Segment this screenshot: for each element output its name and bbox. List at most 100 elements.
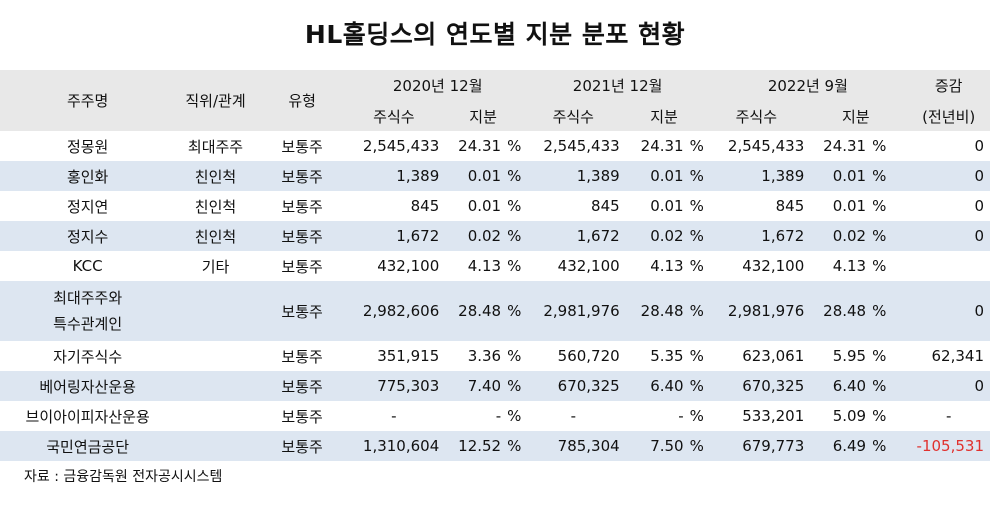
stake-2022: 0.01 <box>832 197 867 215</box>
relation <box>175 281 256 341</box>
holder-name: 정몽원 <box>66 137 109 156</box>
stock-type: 보통주 <box>255 221 349 251</box>
stake-2022: 0.01 <box>804 161 867 191</box>
relation <box>175 371 256 401</box>
percent-unit: % <box>689 407 704 425</box>
shares-2020: 1,672 <box>348 221 440 251</box>
header-change-sub: (전년비) <box>907 101 990 131</box>
table-row: 자기주식수 보통주 351,915 3.36 % 560,720 5.35 % … <box>0 341 990 371</box>
stake-2021: 0.01 <box>650 197 684 215</box>
shares-2021: 432,100 <box>557 257 620 275</box>
shares-2022: 623,061 <box>742 347 805 365</box>
shares-2022: 845 <box>775 197 805 215</box>
header-stake: 지분 <box>804 101 908 131</box>
shares-2022: 670,325 <box>708 371 805 401</box>
stake-2020: 3.36 <box>467 347 502 365</box>
holder-name: 홍인화 <box>0 161 176 191</box>
shares-2020: 1,389 <box>348 161 440 191</box>
holder-name: 국민연금공단 <box>0 431 176 461</box>
shares-2022: 2,545,433 <box>727 137 805 155</box>
stake-2020: 0.02 <box>439 221 502 251</box>
shares-2022: 2,981,976 <box>708 281 805 341</box>
shares-2021: 1,389 <box>526 161 620 191</box>
change-value <box>907 251 990 281</box>
percent-unit: % <box>866 221 908 251</box>
stake-2022: 4.13 <box>832 257 867 275</box>
shares-2022: 432,100 <box>742 257 805 275</box>
shares-2021: 1,672 <box>526 221 620 251</box>
percent-unit: % <box>866 371 908 401</box>
holder-name: 자기주식수 <box>53 347 123 366</box>
shares-2022: 1,672 <box>708 221 805 251</box>
change-value: 0 <box>907 221 990 251</box>
stake-2022: 5.95 <box>832 347 867 365</box>
holder-name: 베어링자산운용 <box>0 371 176 401</box>
shares-2021: 845 <box>591 197 620 215</box>
percent-unit: % <box>866 431 908 461</box>
percent-unit: % <box>866 281 908 341</box>
page-title: HL홀딩스의 연도별 지분 분포 현황 <box>304 20 686 49</box>
relation: 친인척 <box>175 161 256 191</box>
header-period-2020: 2020년 12월 <box>348 70 527 101</box>
stake-2022: 5.09 <box>832 407 867 425</box>
percent-unit: % <box>689 197 704 215</box>
percent-unit: % <box>689 137 704 155</box>
shares-2021: 785,304 <box>526 431 620 461</box>
percent-unit: % <box>507 197 522 215</box>
stake-2021: 24.31 <box>640 137 684 155</box>
stock-type: 보통주 <box>281 197 323 216</box>
header-stake: 지분 <box>439 101 527 131</box>
shares-2020: - <box>391 407 397 425</box>
stake-2022: 24.31 <box>823 137 867 155</box>
relation: 친인척 <box>194 197 237 216</box>
relation: 기타 <box>201 257 230 276</box>
header-relation: 직위/관계 <box>175 70 256 131</box>
percent-unit: % <box>689 257 704 275</box>
holder-name: 브이아이피자산운용 <box>25 407 150 426</box>
percent-unit: % <box>501 161 527 191</box>
stake-2022: 0.02 <box>804 221 867 251</box>
stake-2020: 4.13 <box>467 257 502 275</box>
stake-2021: 5.35 <box>650 347 684 365</box>
stake-2020: 28.48 <box>439 281 502 341</box>
shares-2021: 2,981,976 <box>526 281 620 341</box>
shares-2022: 679,773 <box>708 431 805 461</box>
percent-unit: % <box>501 281 527 341</box>
percent-unit: % <box>689 347 704 365</box>
stock-type: 보통주 <box>255 431 349 461</box>
shareholding-table: 주주명 직위/관계 유형 2020년 12월 2021년 12월 2022년 9… <box>0 70 990 461</box>
stake-2022: 28.48 <box>804 281 867 341</box>
holder-name: 최대주주와 특수관계인 <box>0 281 176 341</box>
shares-2022: 1,389 <box>708 161 805 191</box>
stake-2021: 6.40 <box>619 371 684 401</box>
percent-unit: % <box>872 137 887 155</box>
percent-unit: % <box>507 137 522 155</box>
stake-2020: - <box>495 407 502 425</box>
stock-type: 보통주 <box>281 137 323 156</box>
stock-type: 보통주 <box>281 347 323 366</box>
percent-unit: % <box>501 431 527 461</box>
relation: 친인척 <box>175 221 256 251</box>
stake-2021: - <box>678 407 684 425</box>
stake-2020: 0.01 <box>467 197 502 215</box>
holder-name-line2: 특수관계인 <box>53 315 123 333</box>
shares-2020: 1,310,604 <box>348 431 440 461</box>
stake-2021: 4.13 <box>650 257 684 275</box>
relation <box>175 431 256 461</box>
stake-2021: 0.01 <box>619 161 684 191</box>
table-row: 정지수 친인척 보통주 1,672 0.02 % 1,672 0.02 % 1,… <box>0 221 990 251</box>
table-row: 국민연금공단 보통주 1,310,604 12.52 % 785,304 7.5… <box>0 431 990 461</box>
shares-2020: 2,982,606 <box>348 281 440 341</box>
header-holder: 주주명 <box>0 70 176 131</box>
percent-unit: % <box>683 431 709 461</box>
stock-type: 보통주 <box>281 407 323 426</box>
change-value-negative: -105,531 <box>907 431 990 461</box>
stake-2021: 7.50 <box>619 431 684 461</box>
stake-2020: 12.52 <box>439 431 502 461</box>
change-value: 0 <box>907 161 990 191</box>
relation <box>175 401 255 431</box>
header-change: 증감 <box>907 70 990 101</box>
stake-2020: 24.31 <box>458 137 502 155</box>
relation: 최대주주 <box>187 137 244 156</box>
change-value: 0 <box>907 281 990 341</box>
